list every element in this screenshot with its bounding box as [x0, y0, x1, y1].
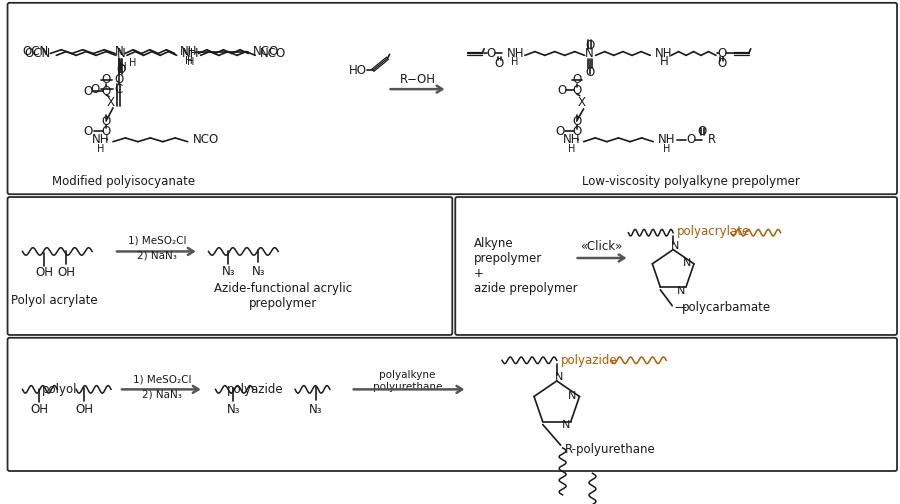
Text: N: N	[562, 420, 570, 430]
Text: N: N	[585, 47, 594, 60]
Text: C: C	[115, 83, 123, 96]
Text: N: N	[683, 258, 691, 268]
Text: O: O	[585, 66, 594, 79]
Text: OH: OH	[35, 266, 53, 279]
Text: O: O	[84, 125, 93, 138]
Text: N: N	[677, 286, 685, 296]
Text: NCO: NCO	[253, 45, 280, 58]
FancyBboxPatch shape	[7, 197, 453, 335]
Text: HO: HO	[349, 64, 367, 77]
Text: O: O	[572, 84, 581, 97]
Text: —: —	[674, 301, 686, 314]
Text: O: O	[102, 73, 111, 86]
Text: Azide-functional acrylic
prepolymer: Azide-functional acrylic prepolymer	[214, 282, 352, 309]
Text: OH: OH	[76, 403, 94, 416]
Text: N: N	[114, 45, 123, 58]
Text: O: O	[91, 83, 100, 96]
Text: O: O	[102, 125, 111, 138]
Text: NCO: NCO	[193, 133, 219, 146]
Text: N: N	[671, 241, 680, 251]
FancyBboxPatch shape	[7, 338, 897, 471]
Text: NCO: NCO	[260, 47, 286, 60]
Text: OCN: OCN	[22, 45, 49, 58]
Text: polyazide: polyazide	[227, 383, 284, 396]
Text: polyalkyne: polyalkyne	[379, 370, 436, 381]
Text: N: N	[568, 391, 577, 401]
Text: N₃: N₃	[221, 265, 235, 278]
Text: O: O	[102, 85, 111, 97]
Text: 1) MeSO₂Cl: 1) MeSO₂Cl	[128, 235, 186, 245]
FancyBboxPatch shape	[455, 197, 897, 335]
Text: O: O	[494, 57, 504, 70]
Text: O: O	[572, 125, 581, 138]
Text: 1) MeSO₂Cl: 1) MeSO₂Cl	[132, 374, 191, 384]
Text: H: H	[663, 144, 670, 154]
Text: O: O	[84, 85, 93, 97]
Text: N: N	[117, 47, 125, 60]
Text: polycarbamate: polycarbamate	[682, 301, 771, 314]
Text: O: O	[114, 73, 123, 86]
Text: H: H	[119, 61, 127, 72]
Text: H: H	[184, 56, 193, 66]
Text: 2) NaN₃: 2) NaN₃	[137, 250, 176, 260]
Text: O: O	[487, 47, 496, 60]
Text: X: X	[107, 96, 115, 109]
Text: O: O	[572, 114, 581, 128]
Text: Low-viscosity polyalkyne prepolymer: Low-viscosity polyalkyne prepolymer	[582, 174, 800, 187]
Text: polyurethane: polyurethane	[373, 382, 442, 392]
Text: N₃: N₃	[310, 403, 323, 416]
Text: N₃: N₃	[251, 265, 265, 278]
Text: O: O	[717, 57, 726, 70]
Text: N: N	[554, 372, 562, 382]
Text: NH: NH	[655, 47, 672, 60]
Text: X: X	[578, 96, 586, 109]
Text: R: R	[708, 133, 716, 146]
Text: NH: NH	[507, 47, 525, 60]
Text: NH: NH	[180, 45, 197, 58]
Text: O: O	[555, 125, 564, 138]
Text: H: H	[511, 57, 518, 67]
FancyBboxPatch shape	[7, 3, 897, 194]
Text: O: O	[717, 47, 726, 60]
Text: H: H	[187, 57, 194, 67]
Text: O: O	[102, 114, 111, 128]
Text: H: H	[660, 55, 669, 69]
Text: Modified polyisocyanate: Modified polyisocyanate	[52, 174, 195, 187]
Text: N₃: N₃	[227, 403, 240, 416]
Text: «Click»: «Click»	[580, 240, 623, 254]
Text: O: O	[116, 63, 126, 76]
Text: OH: OH	[58, 266, 76, 279]
Text: H: H	[97, 144, 104, 154]
Text: O: O	[572, 73, 581, 86]
Text: O: O	[698, 125, 706, 138]
Text: OCN: OCN	[24, 47, 50, 60]
Text: NH: NH	[93, 133, 110, 146]
Text: OH: OH	[31, 403, 49, 416]
Text: polyol: polyol	[41, 383, 77, 396]
Text: O: O	[557, 84, 566, 97]
Text: 2) NaN₃: 2) NaN₃	[142, 389, 182, 399]
Text: Alkyne
prepolymer
+
azide prepolymer: Alkyne prepolymer + azide prepolymer	[474, 237, 578, 295]
Text: NH: NH	[658, 133, 676, 146]
Text: Polyol acrylate: Polyol acrylate	[11, 294, 97, 307]
Text: O: O	[687, 133, 696, 146]
Text: R-polyurethane: R-polyurethane	[564, 444, 655, 456]
Text: polyacrylate: polyacrylate	[677, 225, 751, 238]
Text: NH: NH	[562, 133, 580, 146]
Text: polyazide: polyazide	[561, 354, 617, 367]
Text: R−OH: R−OH	[400, 73, 436, 86]
Text: O: O	[585, 38, 594, 51]
Text: H: H	[129, 58, 136, 68]
Text: NH: NH	[182, 47, 199, 60]
Text: H: H	[568, 144, 575, 154]
